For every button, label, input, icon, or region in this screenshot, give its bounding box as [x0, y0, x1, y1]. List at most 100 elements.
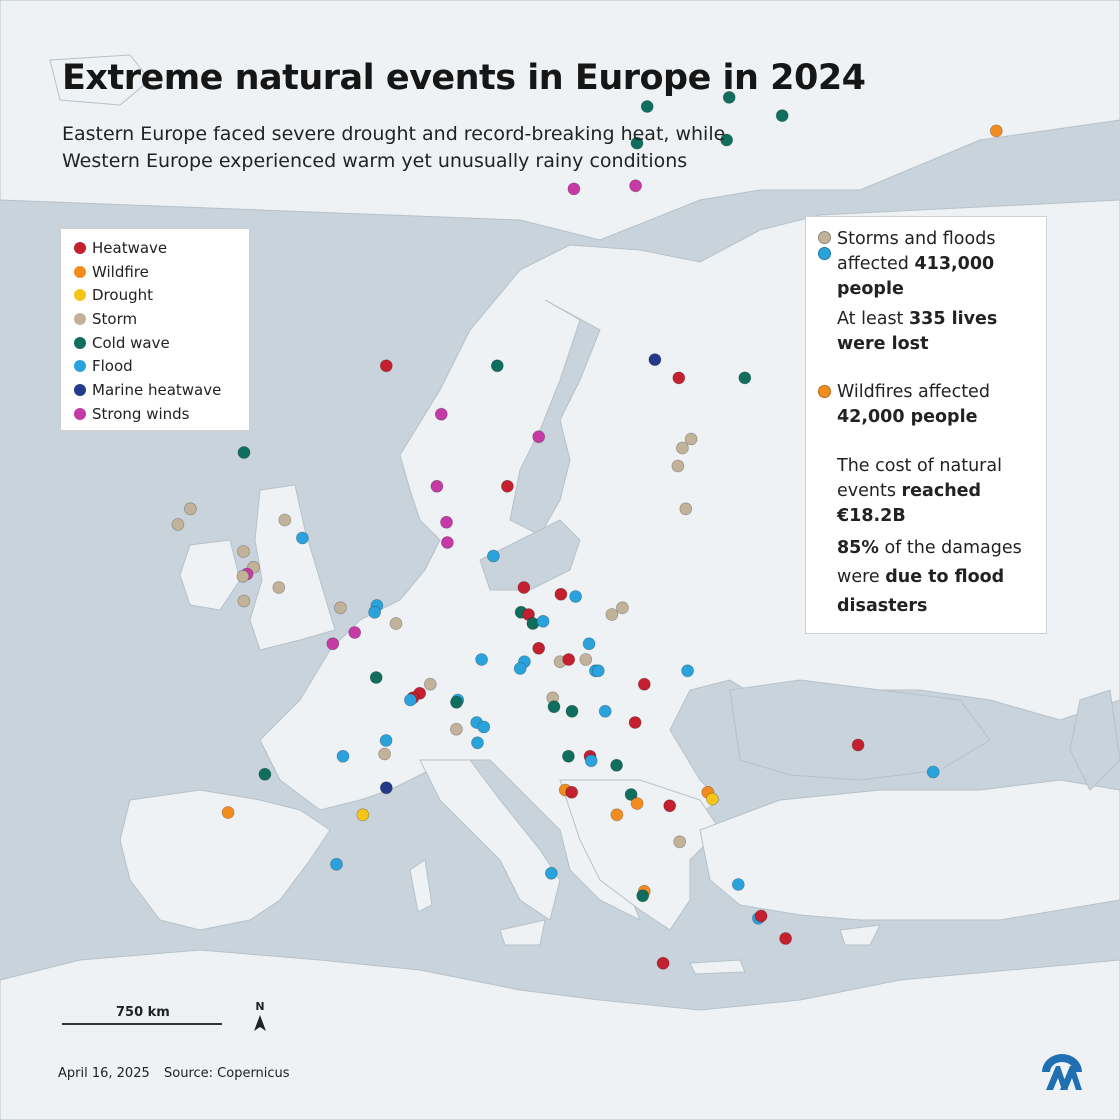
storm-event-marker: [676, 441, 689, 455]
cold-wave-event-marker: [237, 446, 251, 459]
strong-winds-event-marker: [440, 515, 453, 529]
cold-wave-event-marker: [636, 889, 650, 903]
legend: Heatwave Wildfire Drought Storm Cold wav…: [60, 228, 250, 431]
cold-wave-event-marker: [624, 788, 638, 801]
north-arrow-icon: [254, 1015, 266, 1031]
flood-event-marker: [295, 531, 309, 545]
legend-item-marine-heatwave: Marine heatwave: [74, 378, 249, 402]
storm-event-marker: [389, 617, 403, 630]
storm-event-marker: [449, 722, 463, 736]
storm-event-marker: [183, 502, 197, 516]
storms-floods-stat: Storms and floods affected 413,000 peopl…: [837, 229, 996, 299]
flood-event-marker: [536, 614, 550, 628]
footer-source: Source: Copernicus: [164, 1066, 290, 1081]
cold-wave-event-marker: [640, 100, 654, 113]
north-label: N: [255, 1000, 265, 1013]
heatwave-event-marker: [628, 716, 642, 729]
storm-dot-icon: [74, 312, 86, 325]
storm-dot-icon: [818, 231, 831, 244]
wildfire-dot-icon: [818, 385, 831, 398]
subtitle-line-2: Western Europe experienced warm yet unus…: [62, 150, 688, 172]
storm-event-marker: [579, 653, 593, 666]
cold-wave-event-marker: [450, 695, 463, 709]
heatwave-event-marker: [517, 581, 531, 594]
cold-wave-event-marker: [775, 109, 789, 122]
flood-event-marker: [731, 878, 745, 891]
flood-event-marker: [584, 754, 598, 768]
north-arrow: N: [252, 1000, 268, 1034]
storm-event-marker: [237, 545, 250, 558]
legend-label: Drought: [92, 286, 153, 305]
scale-label: 750 km: [116, 1005, 170, 1020]
cold-wave-event-marker: [369, 671, 383, 684]
heatwave-event-marker: [379, 359, 393, 373]
heatwave-event-marker: [754, 909, 768, 923]
cold-wave-event-marker: [258, 767, 272, 781]
legend-item-storm: Storm: [74, 307, 249, 331]
strong-winds-dot-icon: [74, 407, 86, 420]
legend-item-flood: Flood: [74, 354, 249, 378]
heatwave-event-marker: [779, 932, 792, 945]
flood-dot-icon: [74, 360, 86, 373]
drought-event-marker: [706, 792, 719, 806]
storm-event-marker: [333, 601, 347, 615]
flood-event-marker: [368, 605, 382, 619]
subtitle-line-1: Eastern Europe faced severe drought and …: [62, 123, 726, 145]
legend-label: Heatwave: [92, 238, 168, 257]
wildfire-event-marker: [630, 797, 644, 810]
anadolu-agency-logo-icon: [1042, 1054, 1082, 1090]
storm-event-marker: [616, 601, 629, 615]
damages-stat: 85% of the damages were due to flood dis…: [837, 538, 1022, 616]
cold-wave-event-marker: [490, 359, 504, 373]
flood-event-marker: [513, 662, 527, 675]
storm-event-marker: [237, 594, 251, 608]
flood-event-marker: [598, 704, 612, 718]
heatwave-event-marker: [663, 799, 677, 813]
storm-event-marker: [278, 513, 292, 527]
drought-event-marker: [356, 808, 370, 822]
heatwave-event-marker: [500, 479, 514, 493]
legend-label: Strong winds: [92, 404, 190, 423]
cold-wave-event-marker: [720, 133, 733, 147]
cold-wave-event-marker: [610, 758, 623, 772]
cold-wave-event-marker: [630, 136, 644, 150]
heatwave-event-marker: [562, 653, 576, 666]
legend-item-strong-winds: Strong winds: [74, 402, 249, 426]
flood-event-marker: [475, 653, 489, 666]
flood-event-marker: [569, 590, 582, 603]
strong-winds-event-marker: [440, 536, 454, 549]
flood-event-marker: [471, 736, 484, 750]
wildfire-event-marker: [989, 124, 1003, 138]
drought-dot-icon: [74, 289, 86, 302]
strong-winds-event-marker: [567, 182, 581, 196]
footer-date: April 16, 2025: [58, 1066, 150, 1081]
cold-wave-event-marker: [547, 700, 561, 714]
storm-event-marker: [171, 518, 185, 531]
wildfire-event-marker: [221, 806, 235, 819]
flood-event-marker: [403, 693, 417, 707]
cold-wave-event-marker: [562, 749, 575, 763]
cold-wave-event-marker: [738, 371, 752, 385]
storm-event-marker: [679, 502, 693, 516]
strong-winds-event-marker: [434, 407, 448, 421]
storm-event-marker: [605, 608, 619, 621]
page-subtitle: Eastern Europe faced severe drought and …: [62, 121, 882, 175]
heatwave-event-marker: [565, 785, 579, 799]
page-title: Extreme natural events in Europe in 2024: [62, 58, 866, 98]
storm-event-marker: [423, 677, 437, 691]
heatwave-event-marker: [672, 371, 686, 385]
legend-label: Flood: [92, 357, 133, 376]
flood-event-marker: [486, 549, 500, 563]
storm-event-marker: [684, 432, 698, 446]
marine-heatwave-event-marker: [648, 353, 662, 367]
legend-item-heatwave: Heatwave: [74, 236, 249, 260]
heatwave-event-marker: [656, 956, 670, 970]
strong-winds-event-marker: [532, 430, 546, 444]
flood-event-marker: [591, 664, 605, 678]
event-markers: [171, 91, 1003, 970]
legend-item-cold-wave: Cold wave: [74, 331, 249, 355]
cold-wave-dot-icon: [74, 336, 86, 349]
legend-label: Marine heatwave: [92, 380, 222, 399]
cold-wave-event-marker: [722, 91, 736, 104]
storm-event-marker: [272, 581, 286, 594]
